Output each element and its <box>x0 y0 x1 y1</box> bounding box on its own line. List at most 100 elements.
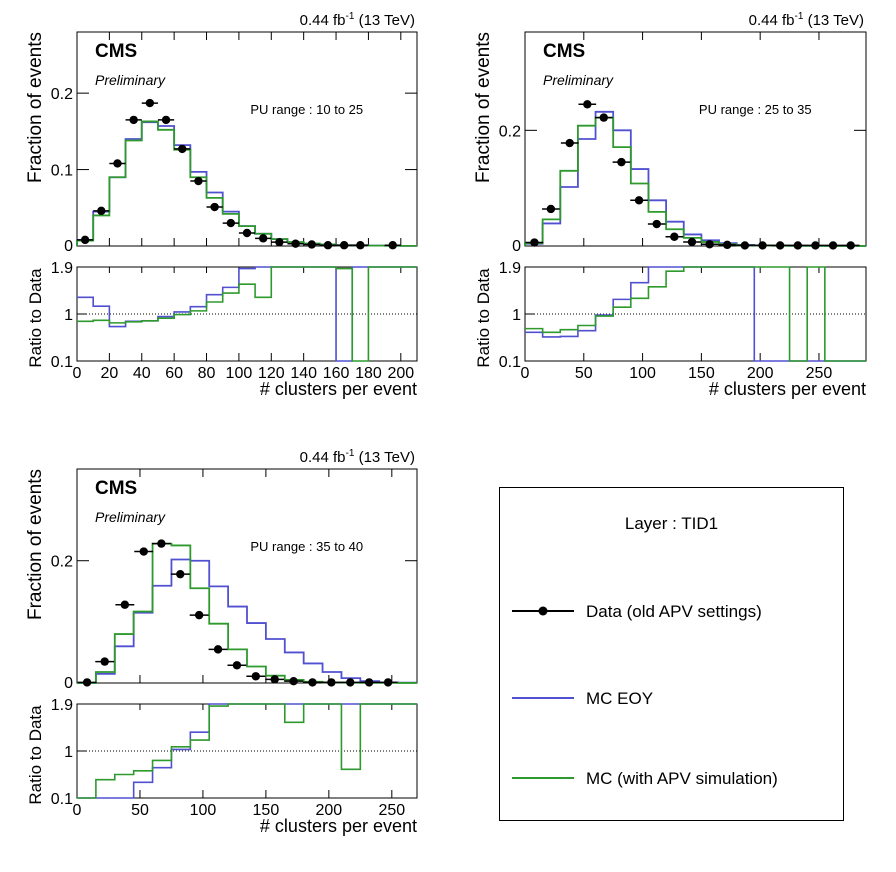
data-point <box>346 678 355 687</box>
x-tick-label: 100 <box>226 365 253 382</box>
data-point <box>308 678 317 687</box>
legend-entry-mc-eoy: MC EOY <box>500 683 843 713</box>
data-point <box>530 238 539 247</box>
data-point <box>599 113 608 122</box>
legend-label-mc-eoy: MC EOY <box>586 689 654 708</box>
data-point <box>758 241 767 250</box>
chart-panel-3: 0 50 100 150 200 250 0 0.2 0.1 1 1.9 0.44 fb-1 (13 … <box>25 448 418 836</box>
pu-range-label: PU range : 35 to 40 <box>250 539 363 554</box>
x-tick-label: 200 <box>747 365 774 382</box>
data-point <box>828 241 838 250</box>
data-point <box>232 661 242 670</box>
x-axis-label: # clusters per event <box>260 379 417 399</box>
legend-mc-apv-line-icon <box>512 777 574 779</box>
x-tick-label: 50 <box>131 802 149 819</box>
status-label: Preliminary <box>95 509 166 525</box>
data-point <box>194 610 204 620</box>
main-y-tick-label: 0.2 <box>499 123 521 140</box>
ratio-y-tick-label: 0.1 <box>51 791 73 808</box>
x-tick-label: 250 <box>378 802 405 819</box>
lumi-label: 0.44 fb-1 (13 TeV) <box>300 11 415 29</box>
data-point <box>383 678 393 687</box>
experiment-label: CMS <box>95 478 137 499</box>
lumi-value: 0.44 fb <box>749 12 795 29</box>
legend-mc-eoy-line-icon <box>512 697 574 699</box>
data-point <box>670 232 679 241</box>
data-point <box>275 237 284 247</box>
data-point <box>161 115 171 125</box>
main-plot-frame <box>524 31 867 247</box>
data-point <box>793 241 802 250</box>
data-point <box>775 241 785 250</box>
data-point <box>307 240 316 249</box>
x-tick-label: 50 <box>575 365 593 382</box>
ratio-y-axis-label: Ratio to Data <box>26 268 45 368</box>
x-tick-label: 0 <box>73 802 82 819</box>
data-point <box>178 144 187 154</box>
energy-label: (13 TeV) <box>354 449 415 466</box>
data-point <box>113 159 122 168</box>
lumi-value: 0.44 fb <box>300 449 346 466</box>
data-point <box>100 657 109 666</box>
x-tick-label: 80 <box>198 365 216 382</box>
x-tick-label: 180 <box>355 365 382 382</box>
main-y-tick-label: 0 <box>512 238 521 255</box>
x-tick-label: 150 <box>688 365 715 382</box>
data-point <box>740 241 750 250</box>
legend-label-mc-apv: MC (with APV simulation) <box>586 769 778 788</box>
x-tick-label: 160 <box>323 365 350 382</box>
mc-apv-histogram <box>524 116 866 247</box>
data-point <box>723 240 732 250</box>
ratio-mc-apv-line <box>77 703 417 799</box>
pu-range-label: PU range : 25 to 35 <box>699 102 812 117</box>
data-point <box>291 239 300 248</box>
chart-panel-2: 0 50 100 150 200 250 0 0.2 0.1 1 1.9 0.44 fb-1 (13 … <box>473 11 867 399</box>
lumi-label: 0.44 fb-1 (13 TeV) <box>300 448 415 466</box>
energy-label: (13 TeV) <box>354 12 415 29</box>
data-point <box>811 241 820 250</box>
status-label: Preliminary <box>95 72 166 88</box>
ratio-y-tick-label: 1.9 <box>51 697 73 714</box>
ratio-y-tick-label: 1 <box>64 744 73 761</box>
ratio-y-tick-label: 0.1 <box>499 354 521 371</box>
data-point <box>546 204 556 214</box>
data-point <box>846 241 855 250</box>
lumi-label: 0.44 fb-1 (13 TeV) <box>749 11 864 29</box>
ratio-y-tick-label: 1 <box>64 307 73 324</box>
x-tick-label: 250 <box>806 365 833 382</box>
data-point <box>242 228 252 238</box>
data-point <box>705 240 714 249</box>
data-point <box>251 672 261 681</box>
x-tick-label: 150 <box>253 802 280 819</box>
main-y-tick-label: 0.2 <box>51 86 73 103</box>
ratio-y-axis-label: Ratio to Data <box>474 268 493 368</box>
main-y-tick-label: 0 <box>64 675 73 692</box>
x-tick-label: 20 <box>100 365 118 382</box>
x-axis-label: # clusters per event <box>260 816 417 836</box>
legend-entry-mc-apv: MC (with APV simulation) <box>500 763 843 793</box>
chart-panel-1: 0 20 40 60 80 100 120 140 160 180 20000.10.20.111.… <box>25 11 418 399</box>
x-tick-label: 40 <box>133 365 151 382</box>
data-point <box>339 241 349 250</box>
data-point <box>327 678 336 687</box>
data-point <box>323 241 333 250</box>
experiment-label: CMS <box>95 41 137 62</box>
experiment-label: CMS <box>543 41 585 62</box>
lumi-superscript: -1 <box>346 11 355 22</box>
ratio-y-tick-label: 1.9 <box>51 260 73 277</box>
data-point <box>356 241 365 250</box>
ratio-y-axis-label: Ratio to Data <box>26 705 45 805</box>
y-axis-label: Fraction of events <box>25 32 46 183</box>
data-point <box>213 645 223 654</box>
lumi-superscript: -1 <box>795 11 804 22</box>
data-point <box>364 678 374 687</box>
x-tick-label: 200 <box>387 365 414 382</box>
main-y-tick-label: 0 <box>64 238 73 255</box>
data-point <box>258 234 268 243</box>
y-axis-label: Fraction of events <box>473 32 494 183</box>
status-label: Preliminary <box>543 72 614 88</box>
ratio-y-tick-label: 0.1 <box>51 354 73 371</box>
main-y-tick-label: 0.1 <box>51 163 73 180</box>
data-point <box>388 241 397 250</box>
